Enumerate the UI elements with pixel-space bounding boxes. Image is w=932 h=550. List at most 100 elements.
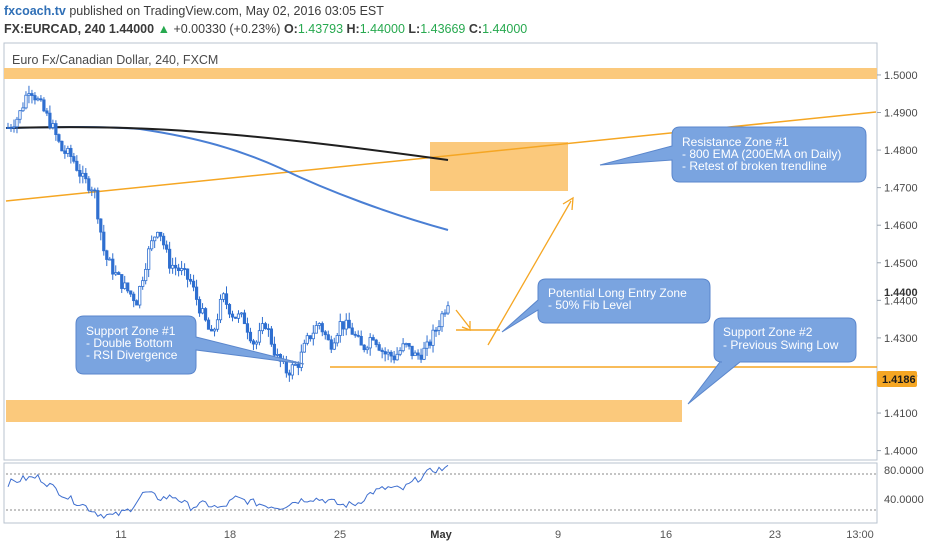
- candle-body: [329, 339, 333, 350]
- candle-body: [395, 353, 399, 361]
- candle-body: [398, 350, 402, 355]
- candle-body: [177, 267, 181, 272]
- price-tag-box: [877, 371, 917, 387]
- candle-body: [299, 351, 303, 368]
- candle-body: [386, 351, 390, 355]
- candle-body: [434, 329, 438, 332]
- candle-body: [290, 364, 294, 376]
- candle-body: [245, 323, 250, 333]
- candle-body: [203, 308, 208, 321]
- candle-body: [135, 300, 139, 306]
- close-label: C:: [468, 22, 483, 36]
- high-label: H:: [346, 22, 360, 36]
- projection-arrow-up: [487, 196, 574, 346]
- candle-body: [12, 126, 16, 129]
- candle-body: [347, 319, 351, 329]
- candle-body: [90, 189, 94, 192]
- candle-body: [209, 328, 214, 332]
- candle-body: [431, 329, 435, 346]
- candle-body: [150, 240, 154, 250]
- symbol-label: FX:EURCAD, 240: [4, 22, 106, 36]
- top-resistance-zone: [4, 68, 877, 79]
- candle-body: [227, 304, 232, 315]
- candle-body: [188, 278, 193, 282]
- entry-arrow: [455, 309, 471, 331]
- candle-body: [446, 305, 450, 314]
- y-tick-label: 1.4900: [884, 108, 918, 120]
- candle-body: [206, 319, 211, 330]
- candle-body: [308, 335, 312, 340]
- candle-body: [239, 312, 244, 315]
- rsi-tick-40: 40.0000: [884, 494, 924, 506]
- candle-body: [39, 98, 43, 101]
- candle-body: [36, 98, 40, 101]
- candle-body: [75, 160, 79, 171]
- candle-body: [117, 272, 121, 275]
- candle-body: [66, 148, 70, 154]
- resistance-callout[interactable]: Resistance Zone #1 - 800 EMA (200EMA on …: [599, 126, 867, 183]
- candle-body: [69, 148, 73, 157]
- support-1-callout[interactable]: Support Zone #1 - Double Bottom - RSI Di…: [75, 315, 305, 375]
- candle-body: [87, 178, 91, 191]
- y-tick-label: 1.4000: [884, 446, 918, 458]
- price-axis[interactable]: 1.5000 1.4900 1.4800 1.4700 1.4600 1.4500 1.44…: [877, 70, 918, 458]
- price-change: +0.00330 (+0.23%): [173, 22, 281, 36]
- candle-body: [81, 172, 85, 177]
- candle-body: [218, 298, 223, 321]
- candle-body: [126, 282, 130, 292]
- support-2-callout[interactable]: Support Zone #2 - Previous Swing Low: [687, 317, 857, 405]
- chart-title: Euro Fx/Canadian Dollar, 240, FXCM: [12, 53, 218, 67]
- candle-body: [180, 268, 184, 272]
- candle-body: [293, 364, 297, 366]
- candle-body: [416, 352, 420, 356]
- candle-body: [401, 343, 405, 352]
- candle-body: [27, 93, 31, 96]
- candle-body: [287, 372, 291, 376]
- candle-body: [93, 189, 97, 192]
- candle-body: [141, 280, 145, 287]
- candle-body: [284, 360, 288, 374]
- y-tick-label: 1.4300: [884, 333, 918, 345]
- candle-body: [413, 352, 417, 357]
- candle-body: [374, 339, 378, 345]
- resistance-zone-box: [430, 142, 568, 191]
- candle-body: [359, 335, 363, 346]
- candle-body: [302, 342, 306, 353]
- y-tick-label: 1.4700: [884, 183, 918, 195]
- candle-body: [407, 343, 411, 347]
- candle-body: [260, 323, 265, 332]
- candle-body: [269, 328, 274, 345]
- published-text: published on TradingView.com, May 02, 20…: [69, 4, 384, 18]
- candle-body: [165, 244, 169, 250]
- author-link[interactable]: fxcoach.tv: [4, 4, 66, 18]
- candle-body: [30, 93, 34, 96]
- candle-body: [54, 123, 58, 135]
- time-axis[interactable]: 11 18 25 May 9 16 23 13:00: [115, 529, 873, 541]
- candle-body: [33, 95, 37, 101]
- candle-body: [182, 268, 187, 270]
- candle-body: [275, 354, 279, 356]
- high-value: 1.44000: [359, 22, 405, 36]
- x-tick-label: 23: [769, 529, 781, 541]
- candle-body: [147, 248, 151, 270]
- quote-bar: FX:EURCAD, 240 1.44000 ▲ +0.00330 (+0.23…: [4, 20, 527, 38]
- candle-body: [404, 343, 408, 345]
- candle-body: [440, 313, 444, 328]
- candle-body: [156, 231, 160, 238]
- candle-body: [377, 344, 381, 351]
- y-tick-label: 1.4800: [884, 145, 918, 157]
- y-tick-label: 1.4600: [884, 220, 918, 232]
- candle-body: [314, 325, 318, 334]
- candle-body: [96, 190, 100, 220]
- candle-body: [341, 321, 345, 330]
- x-tick-label: 18: [224, 529, 236, 541]
- candle-body: [224, 293, 229, 305]
- entry-callout[interactable]: Potential Long Entry Zone - 50% Fib Leve…: [501, 278, 711, 333]
- candle-body: [317, 323, 321, 326]
- support-1-callout-line-3: - RSI Divergence: [86, 348, 178, 362]
- candle-body: [212, 328, 217, 332]
- candle-body: [51, 123, 55, 128]
- candle-body: [138, 286, 142, 306]
- main-pane: [3, 42, 878, 461]
